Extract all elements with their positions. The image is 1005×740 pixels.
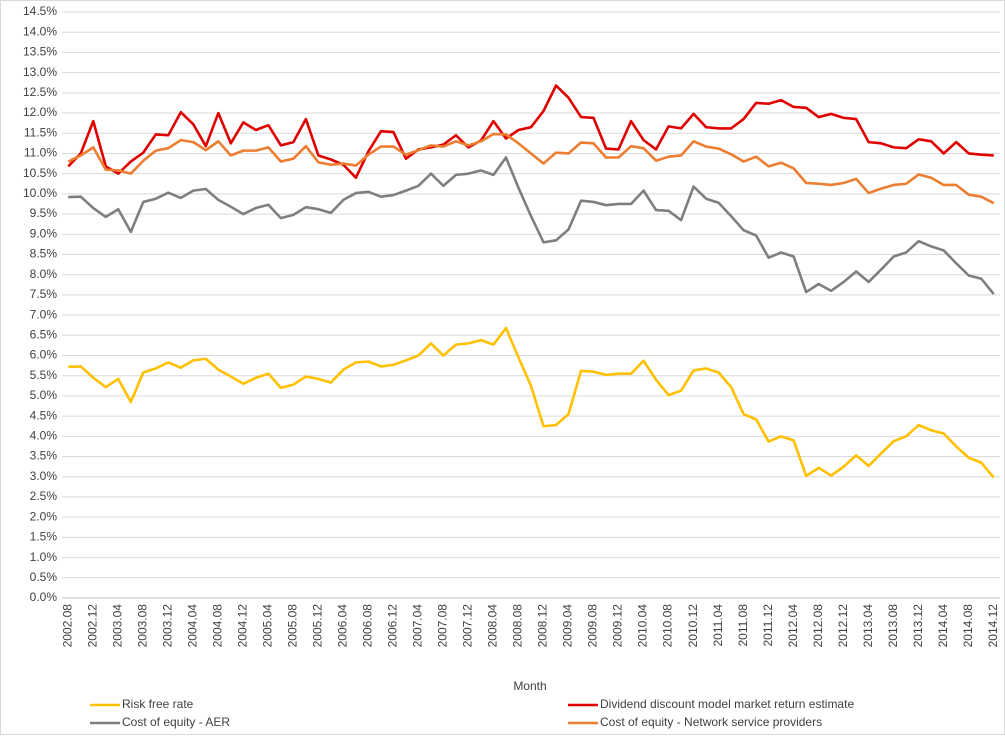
y-tick-label: 1.0%	[30, 550, 58, 564]
y-tick-label: 5.0%	[30, 388, 58, 402]
x-tick-label: 2003.08	[135, 604, 149, 648]
x-tick-label: 2013.12	[911, 604, 925, 648]
x-tick-label: 2006.08	[361, 604, 375, 648]
x-tick-label: 2009.04	[561, 604, 575, 648]
x-tick-label: 2003.04	[110, 604, 124, 648]
y-tick-label: 8.5%	[30, 247, 58, 261]
y-tick-label: 11.0%	[24, 146, 57, 160]
y-tick-label: 1.5%	[30, 530, 58, 544]
x-tick-label: 2003.12	[160, 604, 174, 648]
x-tick-label: 2002.08	[60, 604, 74, 648]
x-tick-label: 2008.04	[486, 604, 500, 648]
series-line	[68, 156, 995, 295]
series-line	[68, 326, 995, 479]
x-tick-label: 2014.08	[961, 604, 975, 648]
x-tick-label: 2007.08	[436, 604, 450, 648]
y-tick-label: 0.0%	[30, 590, 58, 604]
legend-label: Cost of equity - AER	[122, 715, 230, 729]
x-tick-label: 2010.12	[686, 604, 700, 648]
y-tick-label: 4.0%	[30, 429, 58, 443]
y-tick-label: 2.0%	[30, 509, 58, 523]
x-tick-label: 2005.04	[261, 604, 275, 648]
x-tick-label: 2012.12	[836, 604, 850, 648]
y-tick-label: 12.0%	[23, 105, 57, 119]
x-tick-label: 2013.04	[861, 604, 875, 648]
series-line	[67, 84, 994, 179]
y-tick-label: 14.0%	[23, 24, 57, 38]
x-tick-label: 2007.12	[461, 604, 475, 648]
x-tick-label: 2004.08	[211, 604, 225, 648]
y-tick-label: 7.0%	[30, 307, 58, 321]
y-tick-label: 14.5%	[23, 4, 57, 18]
y-tick-label: 3.0%	[30, 469, 58, 483]
x-tick-label: 2009.12	[611, 604, 625, 648]
x-tick-label: 2011.04	[711, 604, 725, 647]
x-tick-label: 2014.04	[936, 604, 950, 648]
y-tick-label: 9.0%	[30, 226, 58, 240]
legend-label: Risk free rate	[122, 697, 194, 711]
series-line	[67, 132, 995, 205]
y-tick-label: 10.5%	[23, 166, 57, 180]
x-tick-label: 2004.04	[185, 604, 199, 648]
y-tick-label: 5.5%	[30, 368, 58, 382]
y-tick-label: 3.5%	[30, 449, 58, 463]
x-tick-label: 2005.12	[311, 604, 325, 648]
x-tick-label: 2014.12	[986, 604, 1000, 648]
y-tick-label: 12.5%	[23, 85, 57, 99]
y-tick-label: 4.5%	[30, 408, 58, 422]
x-tick-label: 2008.08	[511, 604, 525, 648]
y-tick-label: 6.5%	[30, 327, 58, 341]
legend-label: Cost of equity - Network service provide…	[600, 715, 822, 729]
x-tick-label: 2005.08	[286, 604, 300, 648]
y-tick-label: 13.0%	[23, 65, 57, 79]
x-tick-label: 2010.08	[661, 604, 675, 648]
x-tick-label: 2013.08	[886, 604, 900, 648]
y-tick-label: 0.5%	[30, 570, 58, 584]
x-tick-label: 2009.08	[586, 604, 600, 648]
y-tick-label: 11.5%	[24, 125, 57, 139]
x-tick-label: 2006.12	[386, 604, 400, 648]
y-tick-label: 6.0%	[30, 348, 58, 362]
x-tick-label: 2007.04	[411, 604, 425, 648]
x-tick-label: 2011.08	[736, 604, 750, 647]
x-tick-label: 2012.08	[811, 604, 825, 648]
y-tick-label: 10.0%	[23, 186, 57, 200]
x-tick-label: 2002.12	[85, 604, 99, 648]
x-tick-label: 2011.12	[761, 604, 775, 647]
x-tick-label: 2010.04	[636, 604, 650, 648]
y-tick-label: 13.5%	[23, 45, 57, 59]
legend-label: Dividend discount model market return es…	[600, 697, 854, 711]
y-tick-label: 7.5%	[30, 287, 58, 301]
x-tick-label: 2008.12	[536, 604, 550, 648]
x-tick-label: 2006.04	[336, 604, 350, 648]
x-tick-label: 2012.04	[786, 604, 800, 648]
x-axis-title: Month	[513, 679, 546, 693]
y-tick-label: 2.5%	[30, 489, 58, 503]
x-tick-label: 2004.12	[236, 604, 250, 648]
y-tick-label: 9.5%	[30, 206, 58, 220]
y-tick-label: 8.0%	[30, 267, 58, 281]
